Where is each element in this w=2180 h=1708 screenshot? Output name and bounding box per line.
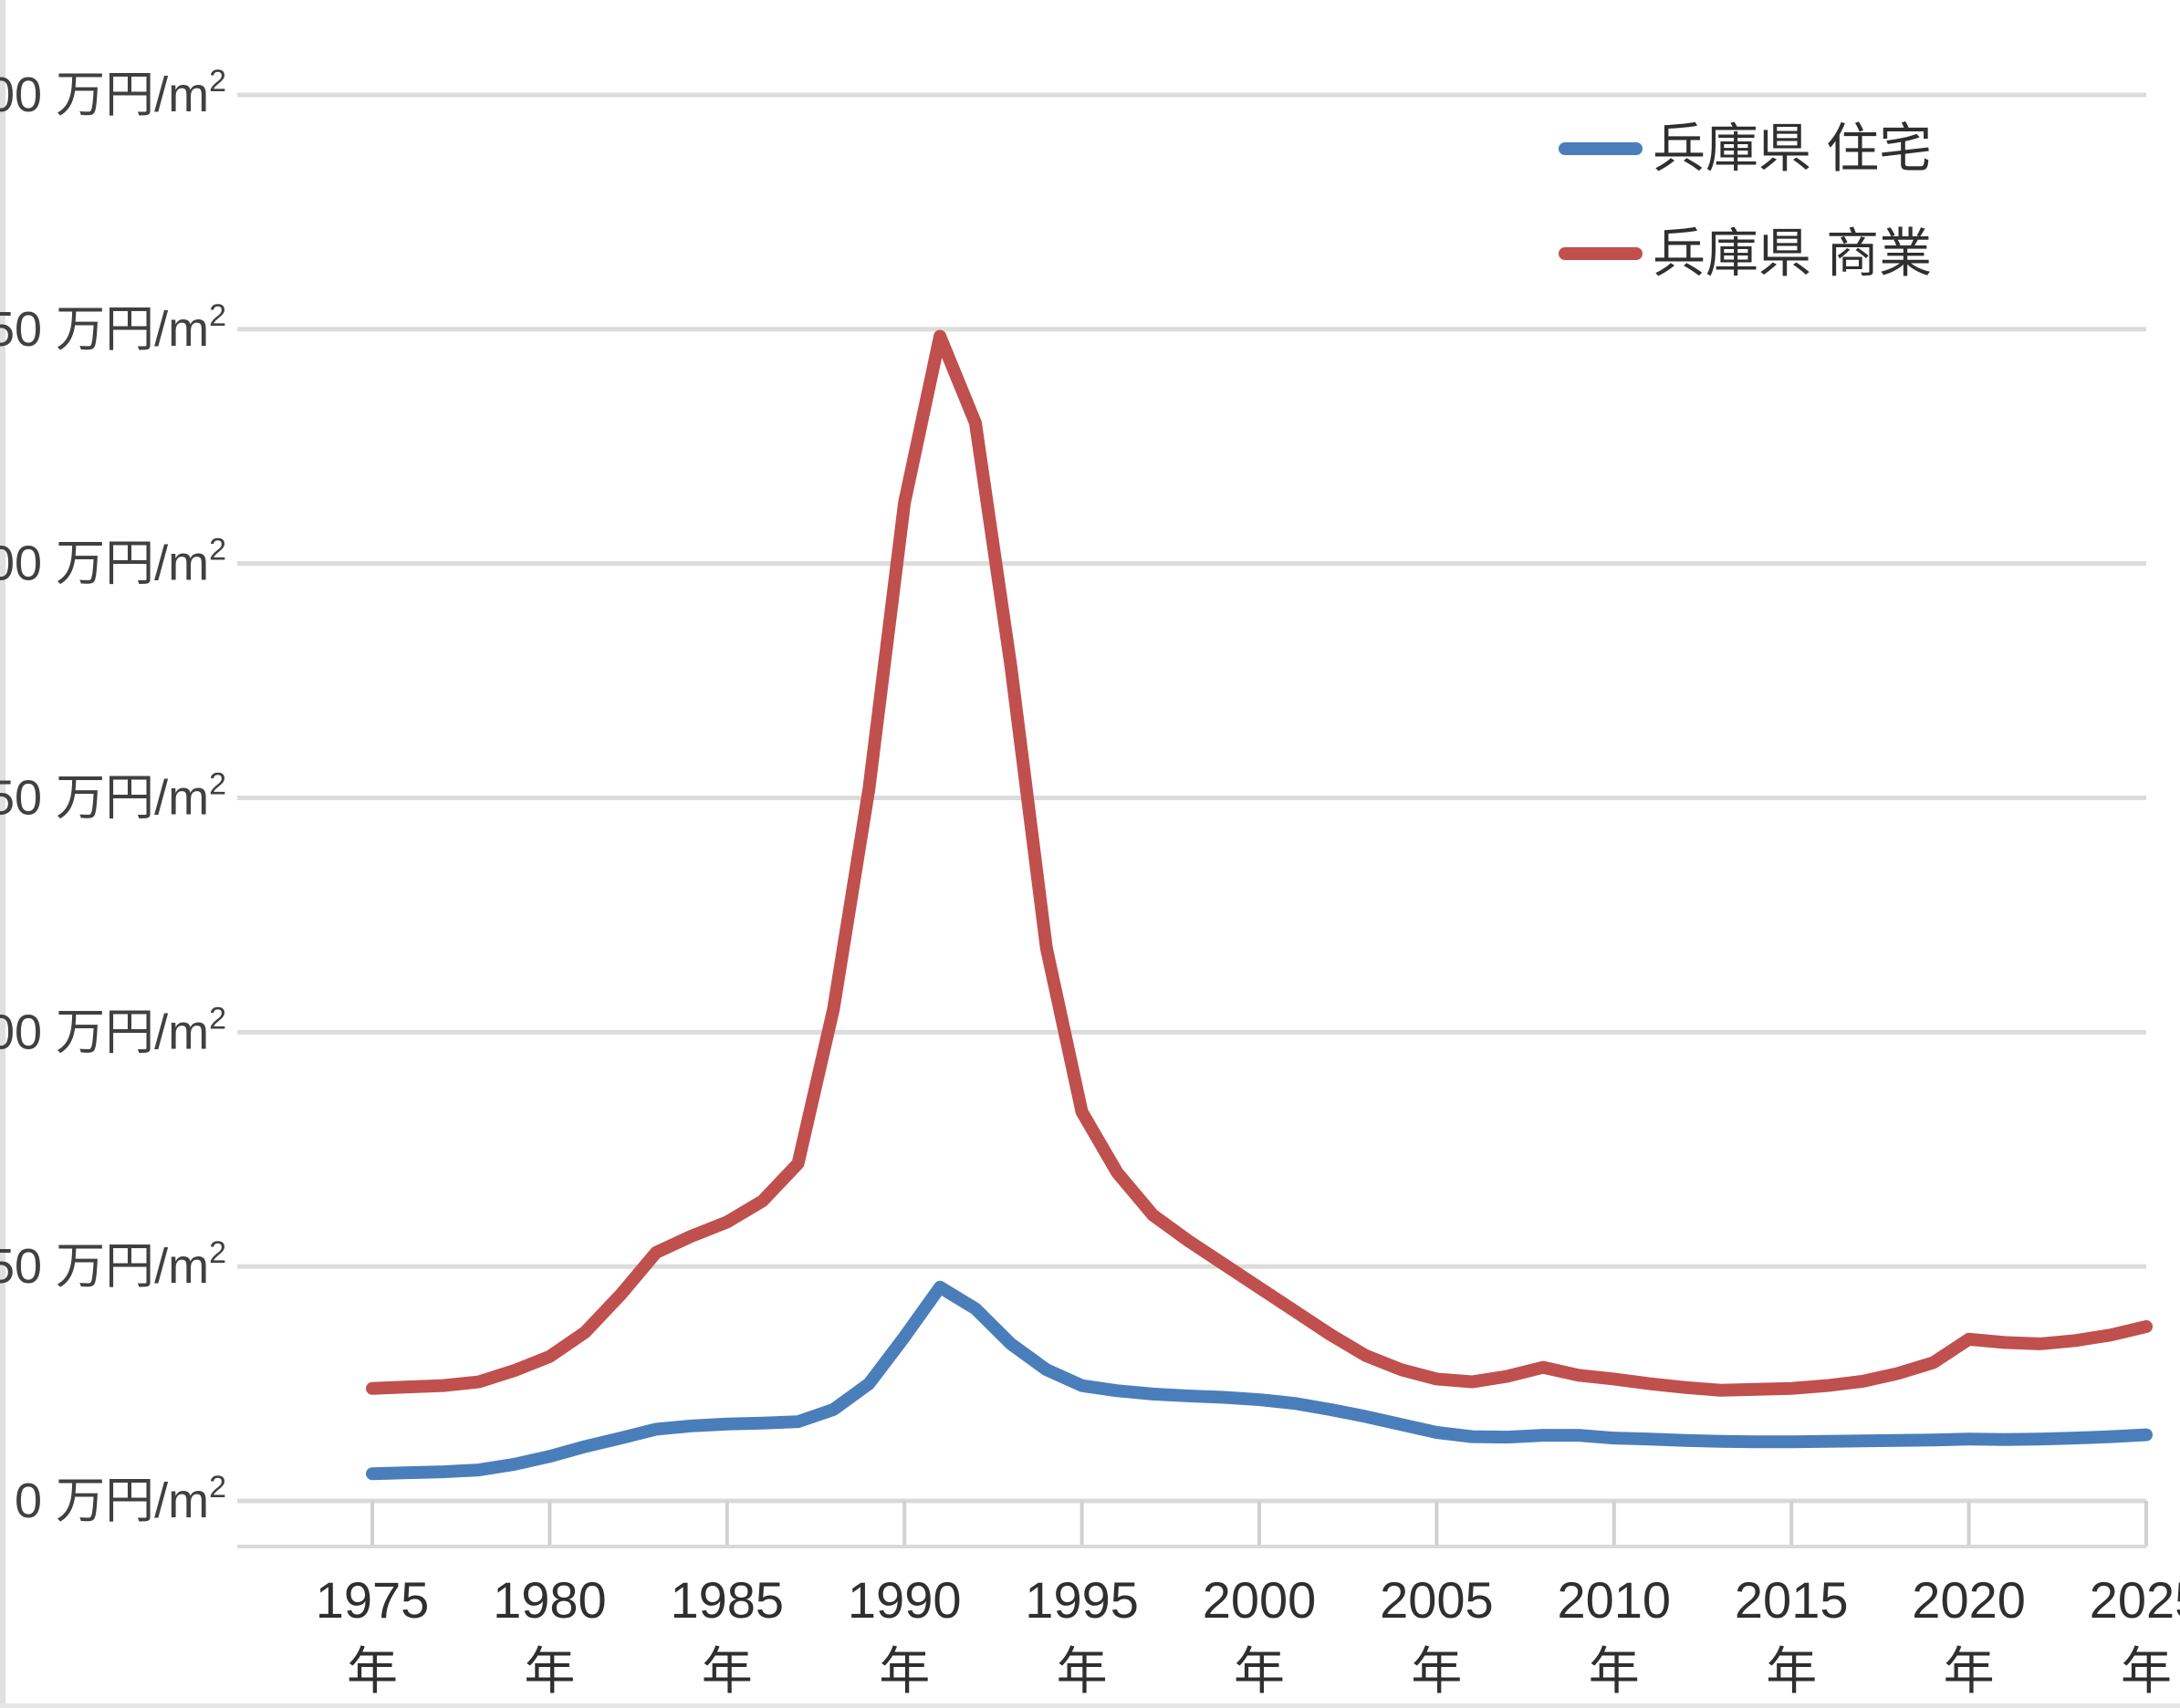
chart-frame-bottom-border bbox=[0, 1703, 2180, 1708]
y-tick-label-250: 250 万円/m2 bbox=[0, 298, 226, 357]
x-axis-tick-labels: 1975 年 1980 年 1985 年 1990 年 1995 年 2000 年 2005 年 2010 年… bbox=[316, 1571, 2180, 1700]
chart-frame-left-border bbox=[0, 0, 5, 1708]
y-axis-tick-labels: 300 万円/m2 250 万円/m2 200 万円/m2 150 万円/m2 100 … bbox=[0, 64, 226, 1528]
x-tick-label-1980: 1980 年 bbox=[493, 1571, 607, 1700]
x-tick-label-1990: 1990 年 bbox=[848, 1571, 962, 1700]
y-tick-label-0: 0 万円/m2 bbox=[15, 1470, 226, 1528]
series-line-residential bbox=[366, 1280, 2153, 1481]
x-tick-label-1985: 1985 年 bbox=[671, 1571, 785, 1700]
series-line-commercial bbox=[366, 329, 2153, 1397]
x-tick-label-2015: 2015 年 bbox=[1735, 1571, 1849, 1700]
x-axis-tick-marks bbox=[237, 1499, 2148, 1548]
x-tick-label-2020: 2020 年 bbox=[1912, 1571, 2026, 1700]
x-tick-label-2000: 2000 年 bbox=[1203, 1571, 1317, 1700]
y-tick-label-300: 300 万円/m2 bbox=[0, 64, 226, 122]
x-tick-label-2005: 2005 年 bbox=[1380, 1571, 1494, 1700]
legend-label-commercial[interactable]: 兵庫県 商業 bbox=[1653, 224, 1932, 283]
y-tick-label-100: 100 万円/m2 bbox=[0, 1001, 226, 1059]
legend-label-residential[interactable]: 兵庫県 住宅 bbox=[1653, 119, 1932, 178]
y-tick-label-50: 50 万円/m2 bbox=[0, 1235, 226, 1294]
x-tick-label-2025: 2025年 bbox=[2090, 1571, 2180, 1700]
data-series bbox=[366, 329, 2153, 1481]
x-tick-label-2010: 2010 年 bbox=[1558, 1571, 1672, 1700]
x-tick-label-1975: 1975 年 bbox=[316, 1571, 430, 1700]
x-tick-label-1995: 1995 年 bbox=[1025, 1571, 1139, 1700]
y-tick-label-200: 200 万円/m2 bbox=[0, 533, 226, 591]
y-tick-label-150: 150 万円/m2 bbox=[0, 767, 226, 826]
gridlines bbox=[237, 92, 2146, 1504]
